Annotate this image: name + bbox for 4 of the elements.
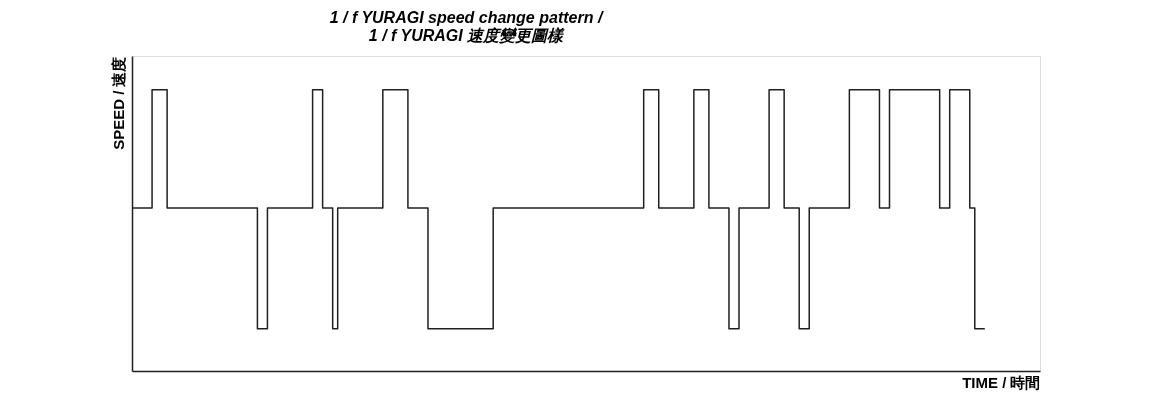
text: 1 / f YURAGI 速度變更圖樣 <box>368 27 564 44</box>
y-axis-title: SPEED / 速度 <box>109 56 127 150</box>
x-axis-title: TIME / 時間 <box>962 373 1041 391</box>
text: 1 / f YURAGI speed change pattern / <box>329 9 603 26</box>
